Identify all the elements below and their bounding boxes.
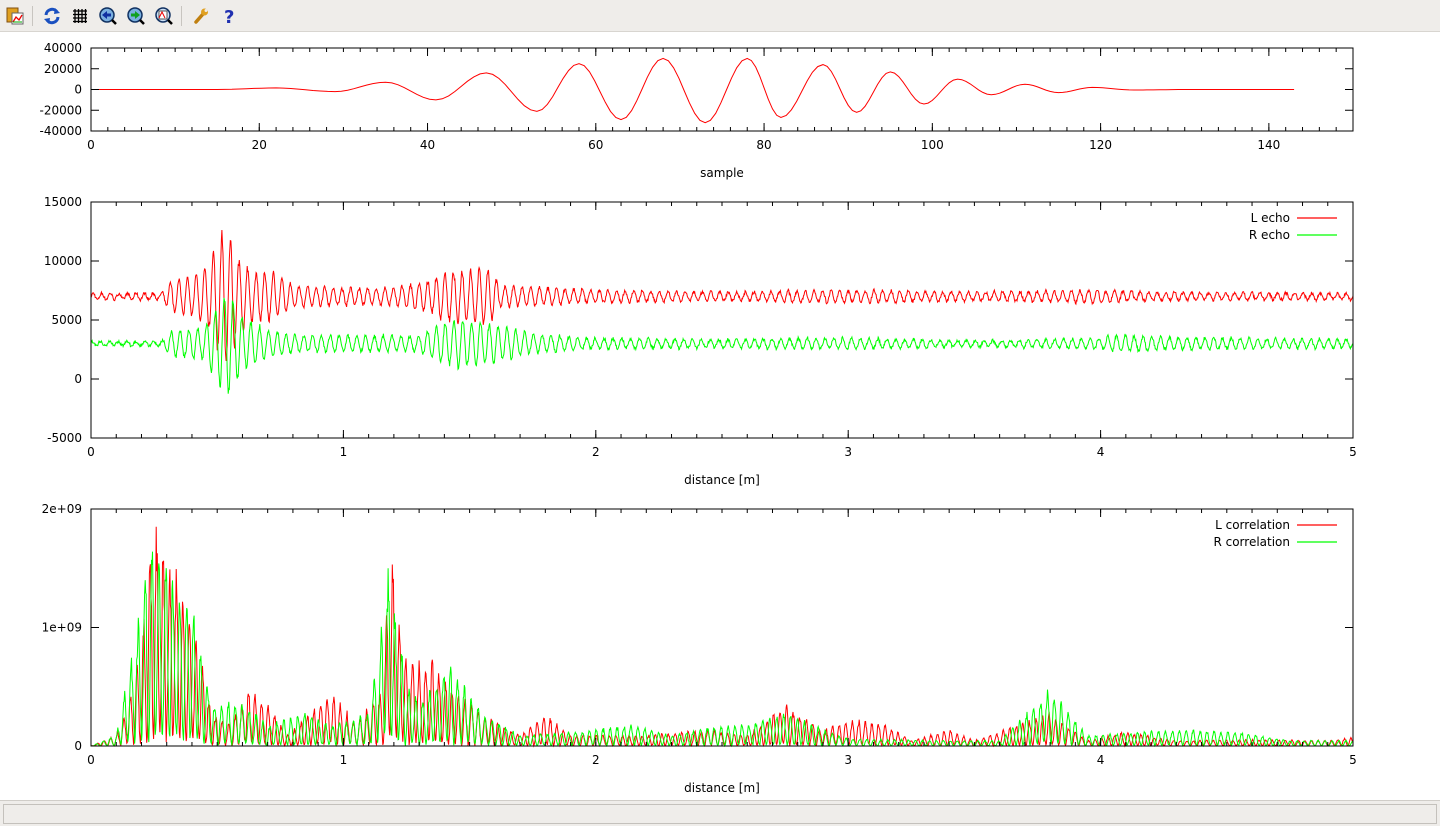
x-tick-label: 80 [756, 138, 771, 152]
x-tick-label: 5 [1349, 445, 1357, 459]
help-icon: ? [224, 7, 234, 26]
x-tick-label: 0 [87, 445, 95, 459]
replot-button[interactable] [39, 3, 65, 29]
help-button[interactable]: ? [216, 3, 242, 29]
series-group [90, 526, 1354, 748]
y-tick-label: -20000 [39, 103, 82, 117]
y-tick-label: 10000 [44, 254, 82, 268]
options-button[interactable] [188, 3, 214, 29]
x-tick-label: 120 [1089, 138, 1112, 152]
series-line-r-correlation [90, 551, 1354, 748]
x-axis-label: distance [m] [684, 473, 760, 487]
series-line-signal [91, 57, 1295, 124]
chart-2: 0 1 2 3 4 5 -5000 0 5000 10000 15000 distance [m] L … [44, 195, 1357, 487]
series-line-l-echo [90, 229, 1354, 361]
y-tick-label: -5000 [47, 431, 82, 445]
grid-icon [73, 8, 87, 23]
x-tick-label: 1 [340, 445, 348, 459]
x-tick-label: 3 [844, 753, 852, 767]
series-line-l-correlation [90, 526, 1354, 748]
toolbar-separator [32, 5, 33, 26]
legend-label: L echo [1251, 211, 1290, 225]
zoom-previous-icon [99, 6, 117, 25]
legend-entry: L correlation [1215, 518, 1337, 532]
x-tick-label: 5 [1349, 753, 1357, 767]
plot-border [90, 201, 1354, 439]
status-text [3, 804, 1437, 824]
x-tick-label: 3 [844, 445, 852, 459]
x-tick-label: 4 [1097, 445, 1105, 459]
x-tick-label: 100 [921, 138, 944, 152]
svg-text:?: ? [224, 7, 234, 26]
legend-entry: R echo [1249, 228, 1337, 242]
x-tick-label: 1 [340, 753, 348, 767]
legend-label: R correlation [1213, 535, 1290, 549]
status-bar [0, 800, 1440, 826]
x-tick-label: 4 [1097, 753, 1105, 767]
y-tick-label: -40000 [39, 124, 82, 138]
y-tick-label: 0 [74, 83, 82, 97]
legend-entry: R correlation [1213, 535, 1337, 549]
series-group [91, 57, 1295, 124]
options-icon [194, 8, 208, 24]
y-tick-label: 5000 [51, 313, 82, 327]
x-tick-label: 2 [592, 753, 600, 767]
autoscale-icon [155, 6, 173, 25]
y-tick-label: 20000 [44, 62, 82, 76]
x-tick-label: 40 [420, 138, 435, 152]
copy-to-clipboard-button[interactable] [2, 3, 28, 29]
x-tick-label: 2 [592, 445, 600, 459]
zoom-next-button[interactable] [123, 3, 149, 29]
y-tick-label: 15000 [44, 195, 82, 209]
series-line-r-echo [90, 297, 1354, 394]
autoscale-button[interactable] [151, 3, 177, 29]
y-tick-label: 0 [74, 372, 82, 386]
plot-canvas: 0 20 40 60 80 100 120 140-40000-200000200004000… [39, 41, 1357, 795]
grid-button[interactable] [67, 3, 93, 29]
x-tick-label: 60 [588, 138, 603, 152]
x-tick-label: 140 [1257, 138, 1280, 152]
x-tick-label: 20 [252, 138, 267, 152]
toolbar-separator [181, 5, 182, 26]
replot-icon [44, 7, 60, 24]
y-tick-label: 40000 [44, 41, 82, 55]
y-tick-label: 1e+09 [42, 621, 82, 635]
zoom-previous-button[interactable] [95, 3, 121, 29]
toolbar: ? [0, 0, 1440, 32]
plot-border [90, 508, 1354, 747]
legend-label: L correlation [1215, 518, 1290, 532]
chart-3: 0 1 2 3 4 5 0 1e+09 2e+09 distance [m] L correlati… [42, 502, 1357, 795]
legend-entry: L echo [1251, 211, 1337, 225]
y-tick-label: 0 [74, 739, 82, 753]
x-axis-label: sample [700, 166, 744, 180]
zoom-next-icon [127, 6, 145, 25]
x-tick-label: 0 [87, 753, 95, 767]
legend-label: R echo [1249, 228, 1290, 242]
x-tick-label: 0 [87, 138, 95, 152]
x-axis-label: distance [m] [684, 781, 760, 795]
copy-to-clipboard-icon [6, 7, 24, 24]
chart-1: 0 20 40 60 80 100 120 140 -40000 -20000 0 20000 4000… [39, 41, 1354, 180]
series-group [90, 229, 1354, 394]
y-tick-label: 2e+09 [42, 502, 82, 516]
